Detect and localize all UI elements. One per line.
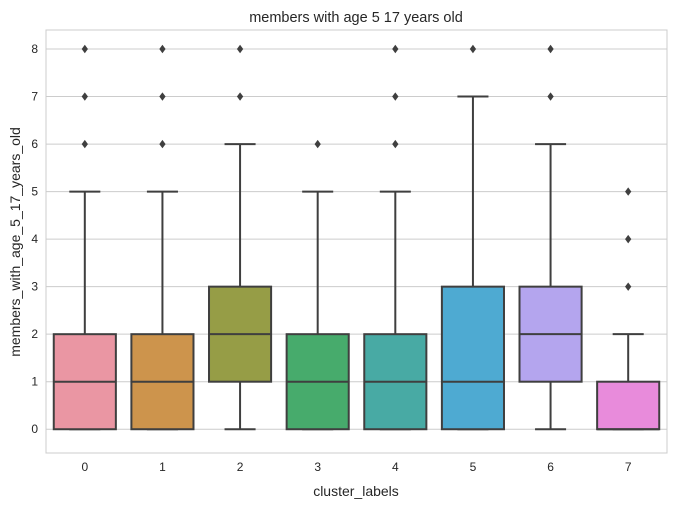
plot-area: 0 1 2 3 4 5 6 7 8 0 1 2 3 4 5 6 7: [31, 29, 668, 474]
outlier-point: [392, 139, 399, 149]
outlier-point: [547, 92, 554, 101]
y-tick-label: 8: [31, 42, 38, 56]
outlier-point: [159, 92, 166, 101]
x-tick-label: 6: [547, 460, 554, 474]
y-tick-label: 1: [31, 375, 38, 389]
y-tick-label: 0: [31, 422, 38, 436]
outlier-point: [159, 44, 166, 54]
box-cluster-7: [596, 380, 661, 431]
outlier-point: [81, 139, 88, 149]
outlier-point: [469, 44, 477, 54]
x-tick-label: 2: [237, 460, 244, 474]
outlier-point: [236, 44, 244, 54]
y-tick-label: 6: [31, 137, 38, 151]
outlier-point: [392, 44, 399, 54]
y-tick-label: 2: [31, 327, 38, 341]
outlier-point: [625, 282, 632, 291]
outlier-point: [625, 187, 632, 196]
chart-title: members with age 5 17 years old: [249, 10, 463, 26]
y-tick-label: 5: [31, 185, 38, 199]
outlier-point: [81, 92, 88, 101]
x-axis-label: cluster_labels: [313, 483, 399, 499]
y-axis-label: members_with_age_5_17_years_old: [7, 127, 23, 357]
outlier-point: [81, 44, 88, 54]
y-tick-label: 7: [31, 90, 38, 104]
outlier-point: [547, 44, 554, 54]
outlier-point: [236, 92, 244, 101]
x-tick-label: 3: [314, 460, 321, 474]
box-cluster-5: [440, 285, 505, 431]
x-tick-label: 4: [392, 460, 399, 474]
outlier-point: [392, 92, 399, 101]
y-tick-label: 3: [31, 280, 38, 294]
outlier-point: [314, 139, 321, 149]
x-tick-label: 7: [625, 460, 632, 474]
x-tick-label: 0: [81, 460, 88, 474]
x-tick-label: 1: [159, 460, 166, 474]
outlier-point: [159, 139, 166, 149]
y-tick-label: 4: [31, 232, 38, 246]
outlier-point: [625, 234, 632, 244]
x-tick-label: 5: [470, 460, 477, 474]
